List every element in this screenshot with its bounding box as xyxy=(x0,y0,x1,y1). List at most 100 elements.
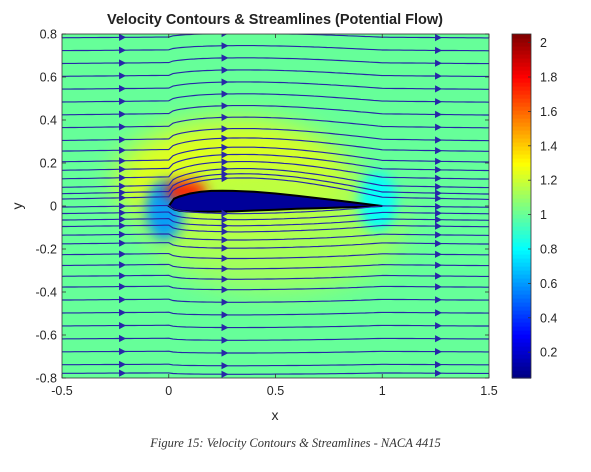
streamline-arrow xyxy=(221,222,229,230)
colorbar-gradient xyxy=(512,34,531,379)
colorbar-segment xyxy=(512,186,531,191)
streamline xyxy=(62,285,489,291)
colorbar: 0.2 0.4 0.6 0.8 1 1.2 1.4 1.6 1.8 2 xyxy=(511,33,557,379)
colorbar-tick-label: 1.4 xyxy=(540,139,557,153)
streamline xyxy=(62,34,489,39)
streamline-arrow xyxy=(221,362,229,370)
colorbar-segment xyxy=(512,102,531,107)
streamline-arrow xyxy=(435,46,442,54)
streamline-arrow xyxy=(221,265,229,273)
streamline-arrow xyxy=(435,110,442,118)
colorbar-segment xyxy=(512,130,531,135)
streamline-arrow xyxy=(221,323,229,332)
streamline-arrow xyxy=(119,72,127,80)
streamline xyxy=(62,324,489,329)
streamline-arrow xyxy=(221,174,229,183)
streamline-arrow xyxy=(119,97,127,105)
colorbar-segment xyxy=(512,162,531,167)
streamline-arrow xyxy=(435,283,442,291)
streamline-arrow xyxy=(435,166,442,174)
colorbar-segment xyxy=(512,218,531,223)
streamline-arrow xyxy=(119,222,127,230)
y-tick-label: -0.6 xyxy=(35,329,57,343)
colorbar-segment xyxy=(512,38,531,43)
colorbar-segment xyxy=(512,350,531,355)
streamline-arrow xyxy=(221,134,229,142)
colorbar-segment xyxy=(512,262,531,267)
streamline-arrow xyxy=(221,228,229,236)
streamline-arrow xyxy=(119,46,127,54)
streamline-arrow xyxy=(119,182,127,190)
x-tick-label: 0 xyxy=(165,384,172,398)
colorbar-segment xyxy=(512,70,531,75)
y-tick-label: -0.2 xyxy=(35,243,57,257)
streamline xyxy=(62,116,489,129)
colorbar-segment xyxy=(512,266,531,271)
streamline xyxy=(62,146,489,163)
streamline-arrow xyxy=(221,42,229,50)
x-tick-label: 1 xyxy=(379,384,386,398)
streamline-arrow xyxy=(119,123,127,131)
streamline-arrow xyxy=(221,209,229,217)
colorbar-segment xyxy=(512,374,531,379)
streamline-arrow xyxy=(119,136,127,144)
x-axis-ticks: -0.5 0 0.5 1 1.5 xyxy=(51,34,498,398)
colorbar-segment xyxy=(512,254,531,259)
streamline-arrow xyxy=(221,143,229,152)
streamline-arrow xyxy=(435,348,442,356)
colorbar-segment xyxy=(512,354,531,359)
streamline xyxy=(62,161,489,180)
colorbar-tick-label: 0.6 xyxy=(540,277,557,291)
colorbar-segment xyxy=(512,222,531,227)
streamline-arrow xyxy=(435,147,442,155)
streamline xyxy=(62,81,489,90)
streamline-arrow xyxy=(119,34,127,41)
streamline xyxy=(62,153,489,172)
colorbar-segment xyxy=(512,238,531,243)
colorbar-segment xyxy=(512,334,531,339)
streamline-arrow xyxy=(221,151,229,159)
y-axis-label: y xyxy=(9,203,25,210)
colorbar-segment xyxy=(512,66,531,71)
streamline-arrow xyxy=(435,209,442,217)
colorbar-segment xyxy=(512,82,531,87)
streamline-arrow xyxy=(221,311,229,319)
contour-trailing-edge-stagnation xyxy=(358,171,398,232)
streamline-arrow xyxy=(119,322,127,330)
y-axis-ticks: -0.8 -0.6 -0.4 -0.2 0 0.2 0.4 0.6 0.8 xyxy=(35,28,489,386)
streamline-arrow xyxy=(435,296,442,304)
colorbar-ticks: 0.2 0.4 0.6 0.8 1 1.2 1.4 1.6 1.8 2 xyxy=(528,36,557,360)
streamline-arrow xyxy=(119,202,127,210)
colorbar-segment xyxy=(512,146,531,151)
colorbar-segment xyxy=(512,302,531,307)
streamline xyxy=(62,69,489,78)
airfoil-body xyxy=(167,189,383,213)
streamline-arrow xyxy=(435,157,442,165)
colorbar-segment xyxy=(512,346,531,351)
streamline-arrow xyxy=(221,244,229,252)
colorbar-segment xyxy=(512,134,531,139)
streamline-arrow xyxy=(435,322,442,330)
streamline-arrow xyxy=(119,250,127,258)
streamline-arrow xyxy=(119,194,127,202)
colorbar-tick-label: 1.8 xyxy=(540,71,557,85)
streamline xyxy=(62,363,489,367)
colorbar-segment xyxy=(512,126,531,131)
colorbar-segment xyxy=(512,242,531,247)
colorbar-segment xyxy=(512,294,531,299)
colorbar-segment xyxy=(512,314,531,319)
streamline-arrow xyxy=(119,272,127,280)
streamline-arrow xyxy=(119,230,127,239)
colorbar-segment xyxy=(512,174,531,179)
streamline-arrow xyxy=(435,361,442,369)
x-tick-label: -0.5 xyxy=(51,384,73,398)
colorbar-frame xyxy=(511,33,532,379)
y-tick-label: 0.2 xyxy=(40,157,57,171)
streamline-arrow xyxy=(119,283,127,291)
colorbar-segment xyxy=(512,234,531,239)
streamline-arrow xyxy=(119,146,127,154)
y-tick-label: 0.8 xyxy=(40,28,57,42)
streamline-arrow xyxy=(435,231,442,239)
colorbar-segment xyxy=(512,338,531,343)
streamline xyxy=(62,298,489,303)
